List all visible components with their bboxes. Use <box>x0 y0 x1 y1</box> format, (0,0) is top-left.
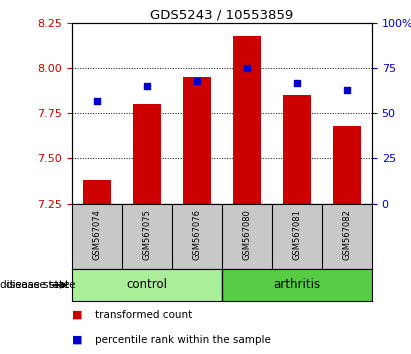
Text: GSM567082: GSM567082 <box>342 209 351 260</box>
Text: transformed count: transformed count <box>95 310 192 320</box>
Text: ■: ■ <box>72 310 83 320</box>
Point <box>344 87 350 93</box>
Point <box>293 80 300 85</box>
Text: GSM567081: GSM567081 <box>293 209 301 260</box>
Text: GSM567076: GSM567076 <box>192 209 201 260</box>
Point <box>94 98 100 103</box>
Bar <box>283 95 311 204</box>
Text: disease state: disease state <box>6 280 76 290</box>
Text: disease state: disease state <box>0 280 69 290</box>
Text: percentile rank within the sample: percentile rank within the sample <box>95 335 270 345</box>
Text: control: control <box>127 279 167 291</box>
Bar <box>233 36 261 204</box>
Bar <box>333 126 361 204</box>
Text: GSM567080: GSM567080 <box>242 209 252 260</box>
Bar <box>183 77 211 204</box>
Text: GSM567075: GSM567075 <box>143 209 151 260</box>
Point <box>244 65 250 71</box>
Bar <box>72 269 222 301</box>
Text: GSM567074: GSM567074 <box>92 209 102 260</box>
Bar <box>133 104 161 204</box>
Point <box>194 78 200 84</box>
Text: arthritis: arthritis <box>273 279 321 291</box>
Title: GDS5243 / 10553859: GDS5243 / 10553859 <box>150 9 293 22</box>
Text: ■: ■ <box>72 335 83 345</box>
Bar <box>83 180 111 204</box>
Point <box>144 83 150 89</box>
Bar <box>222 269 372 301</box>
